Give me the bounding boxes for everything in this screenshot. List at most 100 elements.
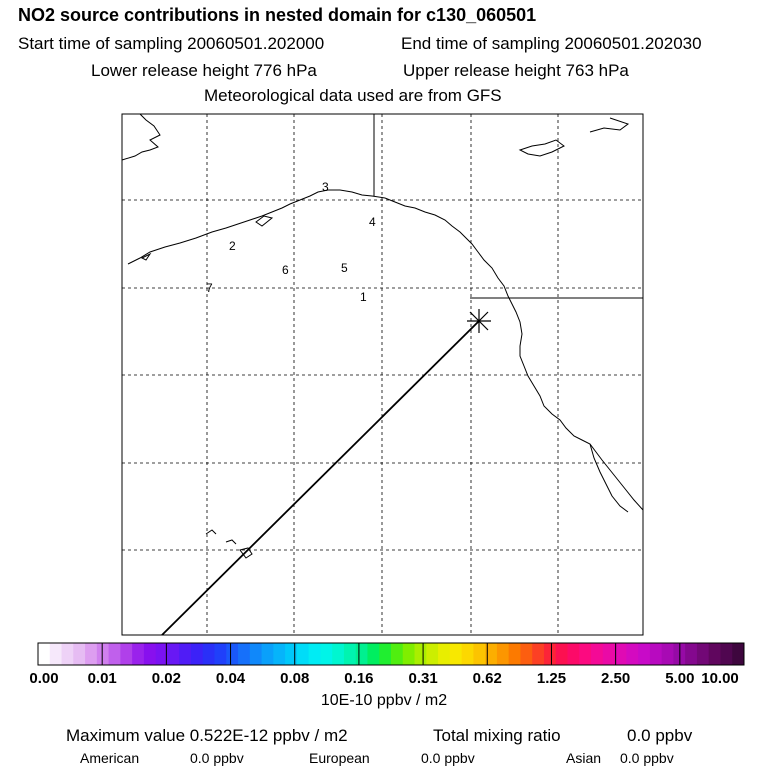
colorbar-cell [85,643,98,665]
colorbar-tick-label: 0.31 [408,670,438,687]
colorbar-cell [638,643,651,665]
colorbar-cell [496,643,510,665]
colorbar-cell [614,643,627,665]
colorbar-tick-label: 0.02 [151,670,181,687]
colorbar-cell [214,643,227,665]
start-time: Start time of sampling 20060501.202000 [18,34,325,53]
colorbar-cell [685,643,698,665]
trajectory-line [161,320,480,636]
colorbar-cell [543,643,557,665]
colorbar-tick-label: 0.16 [344,670,374,687]
colorbar-cell [485,643,498,665]
american-value: 0.0 ppbv [190,750,244,766]
european-value: 0.0 ppbv [421,750,475,766]
colorbar-cell [438,643,451,665]
source-markers: 1 2 3 4 5 6 7 [206,180,376,304]
colorbar-cell [355,643,368,665]
colorbar-cell [320,643,333,665]
colorbar-cell [226,643,239,665]
map-marker: 7 [206,281,213,295]
colorbar-cell [391,643,404,665]
colorbar-cell [555,643,568,665]
colorbar-cell [696,643,710,665]
colorbar-cell [449,643,463,665]
colorbar-cell [132,643,145,665]
map-marker: 4 [369,215,376,229]
american-label: American [80,750,140,766]
map-marker: 1 [360,290,367,304]
colorbar-cell [108,643,121,665]
colorbar-cell [155,643,168,665]
european-label: European [309,750,370,766]
coastlines [121,113,644,559]
lat-lon-grid [122,114,643,635]
colorbar-cell [649,643,663,665]
colorbar-tick-label: 0.01 [87,670,117,687]
colorbar-cell [296,643,310,665]
colorbar-tick-label: 0.62 [472,670,502,687]
colorbar-cell [120,643,133,665]
colorbar-cell [332,643,345,665]
colorbar-cell [520,643,533,665]
colorbar-cell [532,643,545,665]
colorbar-cell [708,643,721,665]
colorbar-cell [61,643,74,665]
total-mixing-ratio-value: 0.0 ppbv [627,726,693,745]
colorbar-cell [379,643,392,665]
map-marker: 2 [229,239,236,253]
colorbar-cell [261,643,274,665]
colorbar-cell [143,643,157,665]
colorbar-cell [343,643,357,665]
colorbar-tick-label: 10.00 [701,670,739,687]
colorbar [38,643,745,665]
colorbar-cell [249,643,263,665]
colorbar-cell [202,643,215,665]
colorbar-cell [732,643,745,665]
colorbar-cell [38,643,51,665]
colorbar-cell [567,643,580,665]
colorbar-cell [190,643,204,665]
colorbar-cell [461,643,474,665]
colorbar-tick-label: 2.50 [601,670,631,687]
colorbar-tick-label: 1.25 [536,670,567,687]
colorbar-cell [273,643,286,665]
colorbar-tick-label: 0.08 [280,670,310,687]
colorbar-tick-label: 0.04 [215,670,246,687]
colorbar-cell [308,643,321,665]
colorbar-cell [49,643,63,665]
upper-release-height: Upper release height 763 hPa [403,61,629,80]
colorbar-cell [414,643,427,665]
colorbar-frame [37,642,745,666]
lower-release-height: Lower release height 776 hPa [91,61,317,80]
colorbar-cell [73,643,86,665]
colorbar-cell [167,643,180,665]
asian-label: Asian [566,750,602,766]
colorbar-cell [238,643,251,665]
asian-value: 0.0 ppbv [620,750,674,766]
total-mixing-ratio-label: Total mixing ratio [433,726,561,745]
map-marker: 5 [341,261,348,275]
colorbar-cell [661,643,674,665]
colorbar-tick-label: 0.00 [29,670,59,687]
met-data-source: Meteorological data used are from GFS [204,86,502,105]
colorbar-cell [720,643,733,665]
colorbar-cell [179,643,192,665]
colorbar-cell [602,643,616,665]
end-time: End time of sampling 20060501.202030 [401,34,702,53]
colorbar-cell [508,643,521,665]
colorbar-cell [367,643,380,665]
colorbar-cell [579,643,592,665]
map-marker: 6 [282,263,289,277]
colorbar-cell [96,643,110,665]
colorbar-cell [285,643,298,665]
colorbar-cell [473,643,486,665]
maximum-value: Maximum value 0.522E-12 ppbv / m2 [66,726,348,745]
colorbar-cell [591,643,604,665]
map-frame [121,113,644,636]
colorbar-cell [426,643,439,665]
colorbar-cell [402,643,416,665]
colorbar-units: 10E-10 ppbv / m2 [320,692,448,709]
release-point-icon [467,309,491,333]
colorbar-ticks [101,643,681,665]
